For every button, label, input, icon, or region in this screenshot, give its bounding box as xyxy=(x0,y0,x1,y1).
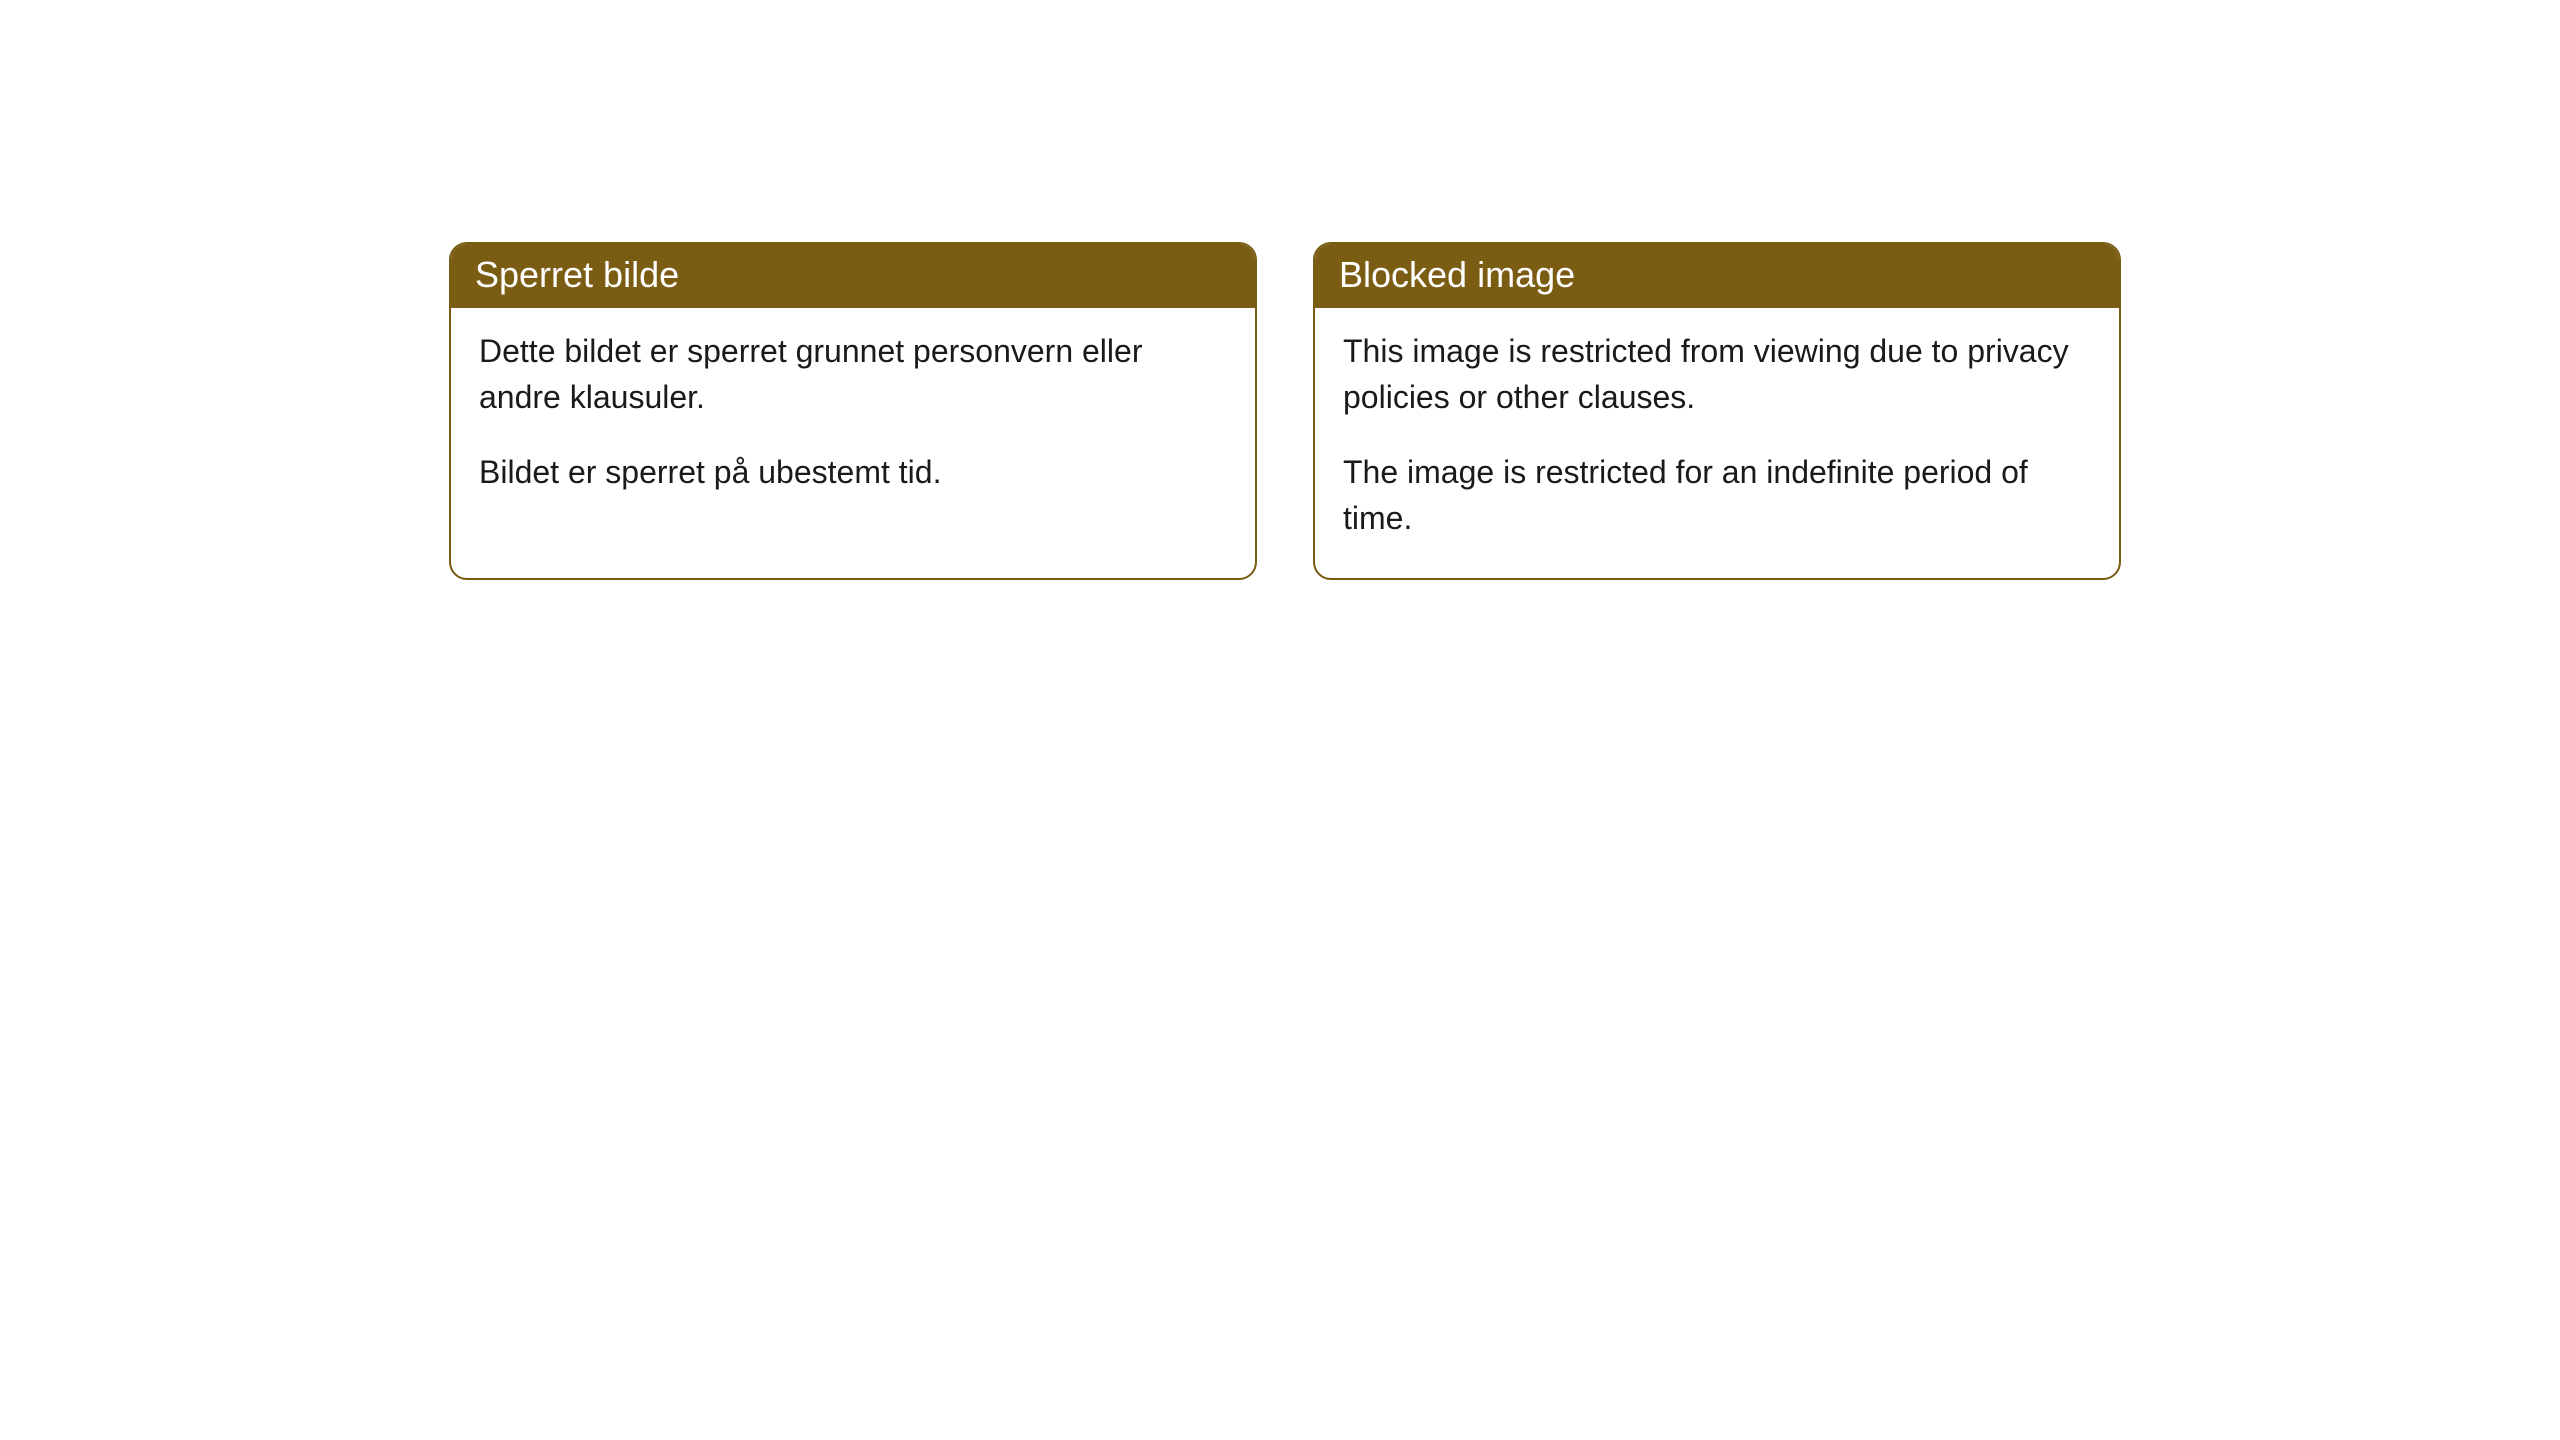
notice-card-english: Blocked image This image is restricted f… xyxy=(1313,242,2121,580)
notice-container: Sperret bilde Dette bildet er sperret gr… xyxy=(0,0,2560,580)
notice-title-norwegian: Sperret bilde xyxy=(475,254,679,295)
notice-header-english: Blocked image xyxy=(1315,244,2119,308)
notice-paragraph-1-english: This image is restricted from viewing du… xyxy=(1343,328,2091,421)
notice-paragraph-2-english: The image is restricted for an indefinit… xyxy=(1343,449,2091,542)
notice-card-norwegian: Sperret bilde Dette bildet er sperret gr… xyxy=(449,242,1257,580)
notice-body-norwegian: Dette bildet er sperret grunnet personve… xyxy=(451,308,1255,531)
notice-title-english: Blocked image xyxy=(1339,254,1575,295)
notice-body-english: This image is restricted from viewing du… xyxy=(1315,308,2119,578)
notice-header-norwegian: Sperret bilde xyxy=(451,244,1255,308)
notice-paragraph-1-norwegian: Dette bildet er sperret grunnet personve… xyxy=(479,328,1227,421)
notice-paragraph-2-norwegian: Bildet er sperret på ubestemt tid. xyxy=(479,449,1227,495)
